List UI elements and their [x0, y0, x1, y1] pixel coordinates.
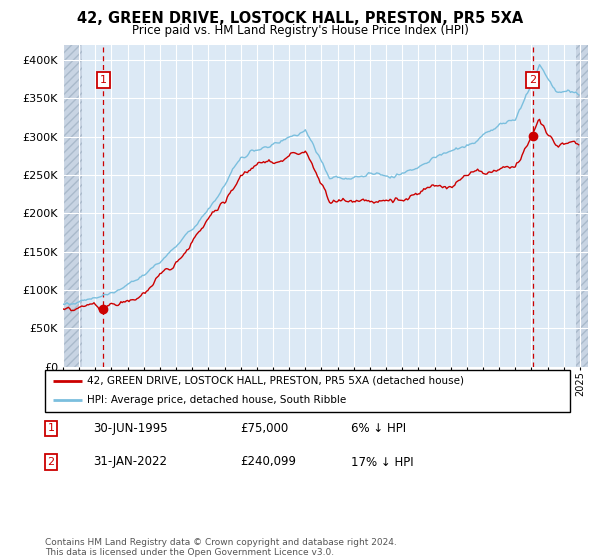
Text: 1: 1: [100, 75, 107, 85]
Text: 17% ↓ HPI: 17% ↓ HPI: [351, 455, 413, 469]
Text: Contains HM Land Registry data © Crown copyright and database right 2024.
This d: Contains HM Land Registry data © Crown c…: [45, 538, 397, 557]
Text: 31-JAN-2022: 31-JAN-2022: [93, 455, 167, 469]
Text: 1: 1: [47, 423, 55, 433]
Bar: [576, 45, 588, 367]
Text: 30-JUN-1995: 30-JUN-1995: [93, 422, 167, 435]
Text: £75,000: £75,000: [240, 422, 288, 435]
Text: £240,099: £240,099: [240, 455, 296, 469]
Text: 42, GREEN DRIVE, LOSTOCK HALL, PRESTON, PR5 5XA (detached house): 42, GREEN DRIVE, LOSTOCK HALL, PRESTON, …: [87, 376, 464, 386]
Text: 2: 2: [529, 75, 536, 85]
Text: Price paid vs. HM Land Registry's House Price Index (HPI): Price paid vs. HM Land Registry's House …: [131, 24, 469, 36]
Bar: [63, 45, 82, 367]
Text: 42, GREEN DRIVE, LOSTOCK HALL, PRESTON, PR5 5XA: 42, GREEN DRIVE, LOSTOCK HALL, PRESTON, …: [77, 11, 523, 26]
Text: 2: 2: [47, 457, 55, 467]
Text: HPI: Average price, detached house, South Ribble: HPI: Average price, detached house, Sout…: [87, 395, 346, 405]
Text: 6% ↓ HPI: 6% ↓ HPI: [351, 422, 406, 435]
